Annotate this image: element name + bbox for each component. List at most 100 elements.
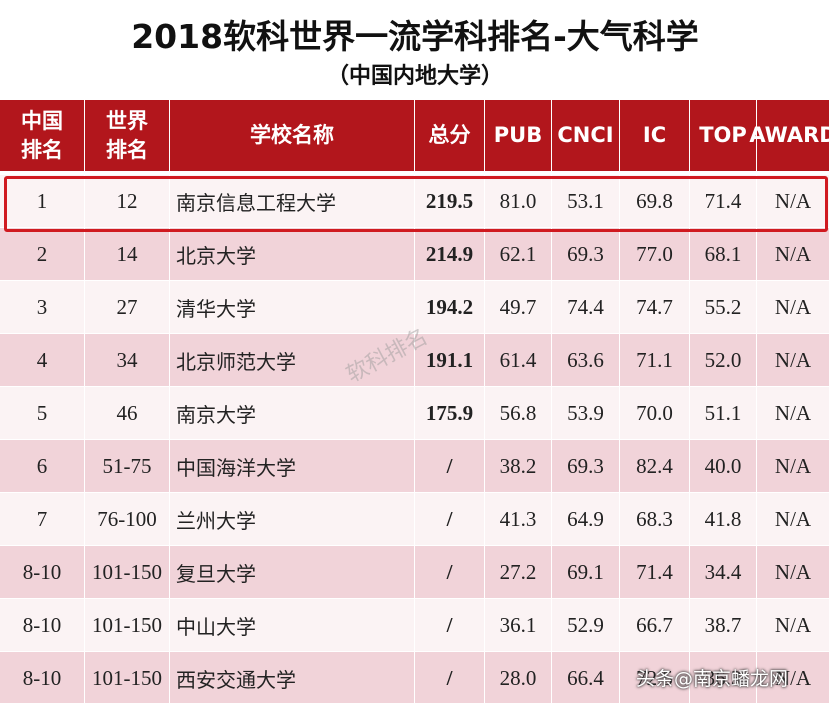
table-cell: 68.1 <box>690 228 757 281</box>
table-cell: 8-10 <box>0 652 85 703</box>
table-cell: 南京大学 <box>170 387 415 440</box>
table-cell: 61.4 <box>485 334 552 387</box>
table-cell: 复旦大学 <box>170 546 415 599</box>
table-cell: 56.8 <box>485 387 552 440</box>
table-cell: 1 <box>0 175 85 228</box>
highlight-box <box>4 176 828 232</box>
table-cell: N/A <box>757 334 830 387</box>
subtitle: （中国内地大学） <box>326 64 503 89</box>
table-cell: 82.4 <box>620 440 690 493</box>
watermark: 头条@南京蟠龙网 <box>636 668 789 690</box>
header-text: PUB <box>493 123 543 147</box>
table-cell: 46 <box>85 387 170 440</box>
table-cell: 38.7 <box>690 599 757 652</box>
table-cell: N/A <box>757 228 830 281</box>
table-cell: 38.2 <box>485 440 552 493</box>
column-header: PUB <box>485 100 552 172</box>
table-cell: 77.0 <box>620 228 690 281</box>
table-cell: 36.1 <box>485 599 552 652</box>
table-cell: 53.9 <box>552 387 620 440</box>
table-cell: 兰州大学 <box>170 493 415 546</box>
table-cell: 中国海洋大学 <box>170 440 415 493</box>
header-text: 中国 <box>21 108 63 133</box>
table-cell: 南京信息工程大学 <box>170 175 415 228</box>
column-header: 中国 排名 <box>0 100 85 172</box>
table-cell: 36.3 <box>690 652 757 703</box>
table-cell: 69.3 <box>552 440 620 493</box>
table-cell: 西安交通大学 <box>170 652 415 703</box>
column-header: 学校名称 <box>170 100 415 172</box>
table-cell: 41.3 <box>485 493 552 546</box>
table-cell: 69.3 <box>552 228 620 281</box>
table-cell: 41.8 <box>690 493 757 546</box>
title: 2018软科世界一流学科排名-大气科学 <box>131 17 699 56</box>
column-header: AWARD <box>749 100 830 172</box>
table-cell: 49.7 <box>485 281 552 334</box>
table-cell: 8-10 <box>0 599 85 652</box>
table-cell: 66.4 <box>552 652 620 703</box>
table-cell: / <box>415 440 485 493</box>
table-cell: 69.1 <box>552 546 620 599</box>
table-cell: 191.1 <box>415 334 485 387</box>
table-cell: 北京大学 <box>170 228 415 281</box>
table-cell: 101-150 <box>85 599 170 652</box>
table-cell: / <box>415 546 485 599</box>
table-cell: / <box>415 493 485 546</box>
table-cell: 清华大学 <box>170 281 415 334</box>
table-cell: 101-150 <box>85 652 170 703</box>
table-cell: 66.7 <box>620 599 690 652</box>
table-cell: 101-150 <box>85 546 170 599</box>
table-cell: 2 <box>0 228 85 281</box>
table-cell: 27.2 <box>485 546 552 599</box>
table-cell: 3 <box>0 281 85 334</box>
table-cell: N/A <box>757 546 830 599</box>
table-cell: 53.1 <box>552 175 620 228</box>
table-cell: 28.0 <box>485 652 552 703</box>
table-cell: 7 <box>0 493 85 546</box>
table-cell: 68.3 <box>620 493 690 546</box>
header-text: 学校名称 <box>250 123 334 147</box>
header-text: 世界 <box>106 108 148 133</box>
column-header: CNCI <box>552 100 620 172</box>
header-text: IC <box>642 123 667 147</box>
table-cell: 北京师范大学 <box>170 334 415 387</box>
header-text: CNCI <box>557 123 614 147</box>
column-header: 世界 排名 <box>85 100 170 172</box>
table-cell: 71.4 <box>690 175 757 228</box>
table-cell: N/A <box>757 440 830 493</box>
table-cell: 71.4 <box>620 546 690 599</box>
table-cell: 219.5 <box>415 175 485 228</box>
column-header: 总分 <box>415 100 485 172</box>
table-cell: / <box>415 599 485 652</box>
table-cell: 74.7 <box>620 281 690 334</box>
table-cell: 72.5 <box>620 652 690 703</box>
table-cell: 34.4 <box>690 546 757 599</box>
column-header: TOP <box>690 100 757 172</box>
header-text: 排名 <box>106 137 148 162</box>
table-cell: 214.9 <box>415 228 485 281</box>
table-cell: 40.0 <box>690 440 757 493</box>
table-cell: N/A <box>757 175 830 228</box>
table-cell: 34 <box>85 334 170 387</box>
table-cell: N/A <box>757 493 830 546</box>
header-text: 总分 <box>428 123 471 147</box>
table-cell: 74.4 <box>552 281 620 334</box>
table-cell: N/A <box>757 281 830 334</box>
header-text: AWARD <box>749 123 830 147</box>
table-cell: N/A <box>757 387 830 440</box>
table-cell: 62.1 <box>485 228 552 281</box>
table-cell: 55.2 <box>690 281 757 334</box>
table-cell: 63.6 <box>552 334 620 387</box>
table-cell: 12 <box>85 175 170 228</box>
table-cell: 27 <box>85 281 170 334</box>
table-cell: 6 <box>0 440 85 493</box>
header-text: TOP <box>699 123 747 147</box>
table-cell: 52.9 <box>552 599 620 652</box>
table-cell: 51-75 <box>85 440 170 493</box>
table-cell: 64.9 <box>552 493 620 546</box>
table-cell: 51.1 <box>690 387 757 440</box>
table-cell: 81.0 <box>485 175 552 228</box>
table-cell: 5 <box>0 387 85 440</box>
table-cell: 52.0 <box>690 334 757 387</box>
